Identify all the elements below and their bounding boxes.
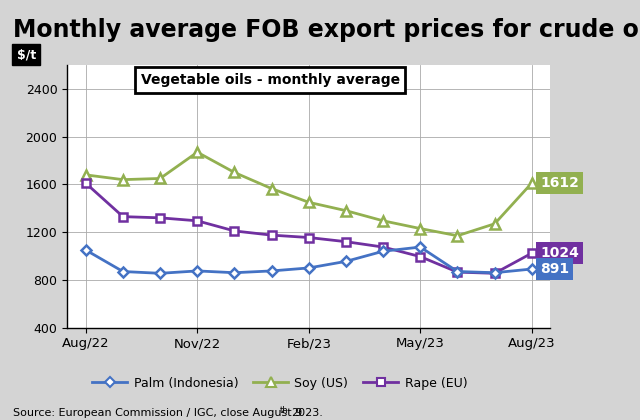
Text: $/t: $/t <box>17 48 36 61</box>
Text: 891: 891 <box>540 262 569 276</box>
Text: 1612: 1612 <box>540 176 579 190</box>
Legend: Palm (Indonesia), Soy (US), Rape (EU): Palm (Indonesia), Soy (US), Rape (EU) <box>88 372 472 395</box>
Text: th: th <box>280 406 288 415</box>
Text: Vegetable oils - monthly average: Vegetable oils - monthly average <box>141 73 400 87</box>
Text: Monthly average FOB export prices for crude oils: Monthly average FOB export prices for cr… <box>13 18 640 42</box>
Text: 1024: 1024 <box>540 246 579 260</box>
Text: 2023.: 2023. <box>291 408 323 418</box>
Text: Source: European Commission / IGC, close August 9: Source: European Commission / IGC, close… <box>13 408 302 418</box>
